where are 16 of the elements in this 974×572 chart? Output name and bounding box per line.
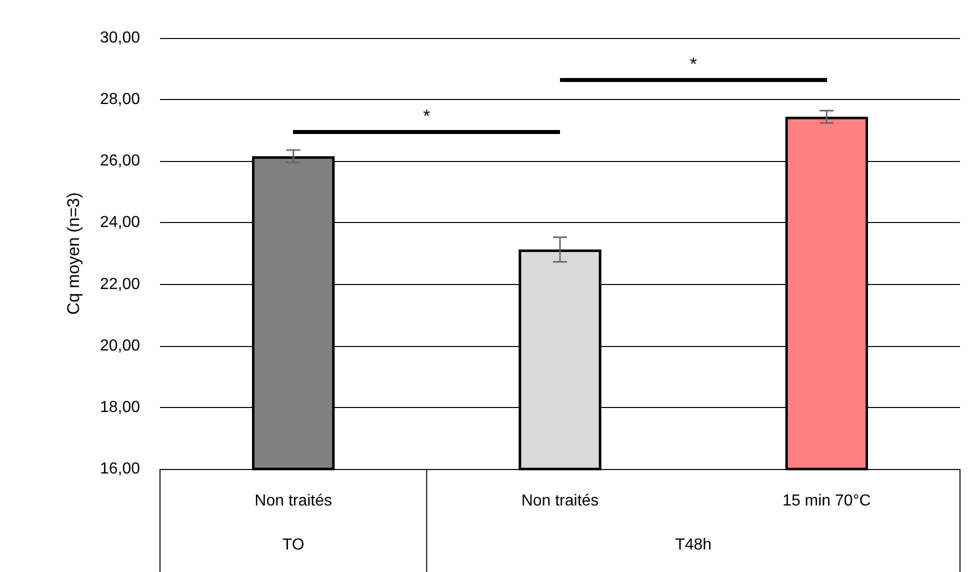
text: T48h [675, 536, 712, 554]
y-axis-title: Cq moyen (n=3) [64, 192, 83, 315]
annotation: * [423, 106, 430, 126]
y-tick-label: 20,00 [100, 337, 140, 354]
text: TO [282, 536, 304, 554]
y-tick-label: 24,00 [100, 214, 140, 232]
y-tick-label: 28,00 [100, 91, 140, 108]
x-tick-label: Non traités [521, 492, 599, 510]
y-tick-label: 16,00 [100, 460, 140, 478]
y-tick-label: 18,00 [100, 398, 140, 416]
y-tick-label: 26,00 [100, 152, 140, 170]
y-tick-label: 30,00 [100, 30, 140, 46]
x-tick-label: Non traités [254, 492, 332, 510]
x-tick-label: 15 min 70°C [782, 492, 871, 510]
y-tick-label: 22,00 [100, 276, 140, 293]
annotation: * [690, 54, 697, 74]
